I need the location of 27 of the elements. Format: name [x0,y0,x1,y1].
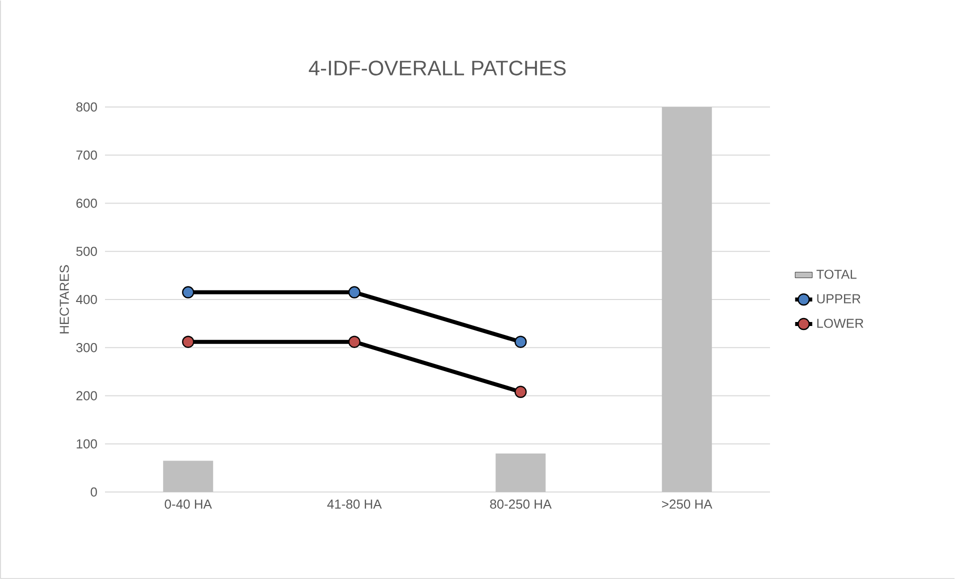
legend-label: UPPER [817,294,860,304]
y-tick-label: 200 [76,391,97,400]
y-tick-label: 500 [76,246,97,256]
bar [662,107,712,492]
chart-title: 4-IDF-OVERALL PATCHES [308,60,566,76]
y-tick-label: 700 [76,150,97,160]
y-tick-label: 100 [76,439,97,448]
point [348,286,360,298]
y-tick-label: 400 [76,294,97,304]
x-tick-label: 0-40 HA [164,500,212,509]
point [182,286,194,298]
bar [496,454,546,492]
x-tick-label: 41-80 HA [327,500,382,509]
point [514,336,527,348]
y-axis-title: HECTARES [60,265,69,334]
legend-label: LOWER [817,318,864,328]
bar [163,460,214,492]
point [514,386,527,398]
point [182,336,194,348]
y-tick-label: 0 [90,487,97,497]
x-tick-label: 80-250 HA [490,500,552,509]
y-tick-label: 600 [76,198,97,208]
point [348,336,360,348]
legend-label: TOTAL [816,270,857,279]
y-tick-label: 800 [76,102,97,112]
y-tick-label: 300 [76,343,97,352]
x-tick-label: >250 HA [662,500,712,509]
